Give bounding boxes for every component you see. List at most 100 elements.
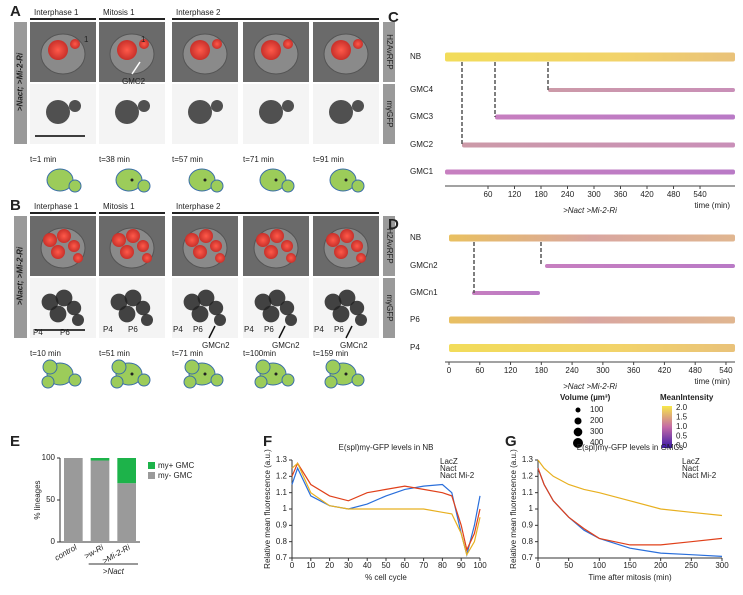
x-tick-label: 360 bbox=[614, 190, 628, 199]
annotation: 1 bbox=[84, 35, 89, 44]
y-tick-label: 0 bbox=[51, 537, 56, 546]
time-label: t=91 min bbox=[313, 155, 344, 164]
nucleus bbox=[215, 253, 225, 263]
panel-label: F bbox=[263, 433, 272, 450]
nucleus bbox=[117, 40, 137, 60]
nucleus bbox=[340, 229, 354, 243]
cartoon-dot bbox=[274, 178, 278, 182]
annotation: 1 bbox=[141, 35, 146, 44]
nucleus bbox=[73, 253, 83, 263]
gfp-blob bbox=[124, 289, 142, 307]
legend-label: 2.0 bbox=[676, 403, 688, 412]
gfp-blob bbox=[332, 305, 350, 323]
cartoon-cell bbox=[111, 359, 127, 375]
x-tick-label: 300 bbox=[596, 366, 610, 375]
cartoon-dot bbox=[344, 372, 348, 376]
legend-label: my+ GMC bbox=[158, 461, 194, 470]
row-label: GMC3 bbox=[410, 112, 434, 121]
x-axis-label: % cell cycle bbox=[365, 573, 407, 582]
y-tick-label: 0.8 bbox=[276, 537, 288, 546]
cartoon-dot bbox=[274, 372, 278, 376]
phase-label: Interphase 2 bbox=[176, 202, 221, 211]
cartoon-dot bbox=[344, 178, 348, 182]
y-tick-label: 1 bbox=[283, 504, 288, 513]
y-tick-label: 0.9 bbox=[276, 520, 288, 529]
y-tick-label: 0.7 bbox=[276, 553, 288, 562]
nucleus bbox=[264, 245, 278, 259]
side-bar bbox=[14, 22, 27, 144]
x-tick-label: 300 bbox=[715, 561, 729, 570]
time-label: t=51 min bbox=[99, 349, 130, 358]
panel-label: G bbox=[505, 433, 517, 450]
lineage-track bbox=[445, 52, 735, 62]
gfp-blob bbox=[214, 314, 226, 326]
x-tick-label: 240 bbox=[565, 366, 579, 375]
phase-label: Interphase 1 bbox=[34, 8, 79, 17]
panel-label: D bbox=[388, 216, 399, 233]
lineage-track bbox=[449, 344, 735, 352]
gfp-blob bbox=[349, 300, 365, 316]
channel-bar bbox=[383, 278, 395, 338]
row-label: P4 bbox=[410, 343, 420, 352]
nucleus bbox=[286, 253, 296, 263]
legend-label: 400 bbox=[590, 438, 604, 447]
legend-label: Nact Mi-2 bbox=[682, 471, 717, 480]
gfp-blob bbox=[46, 100, 70, 124]
gfp-blob bbox=[211, 100, 223, 112]
gfp-blob bbox=[338, 289, 356, 307]
gfp-blob bbox=[141, 314, 153, 326]
annotation: P6 bbox=[334, 325, 344, 334]
x-tick-label: 420 bbox=[640, 190, 654, 199]
x-axis-label: time (min) bbox=[694, 201, 730, 210]
nucleus bbox=[137, 240, 149, 252]
lineage-track bbox=[548, 88, 735, 92]
side-bar bbox=[14, 216, 27, 338]
gfp-blob bbox=[279, 300, 295, 316]
x-tick-label: 20 bbox=[325, 561, 334, 570]
gfp-blob bbox=[66, 300, 82, 316]
nucleus bbox=[139, 39, 149, 49]
legend-label: 0.5 bbox=[676, 432, 688, 441]
gfp-blob bbox=[69, 100, 81, 112]
nucleus bbox=[57, 229, 71, 243]
row-label: GMC1 bbox=[410, 167, 434, 176]
x-tick-label: 240 bbox=[561, 190, 575, 199]
cartoon-cell bbox=[324, 375, 338, 389]
y-tick-label: 1.3 bbox=[276, 455, 288, 464]
x-tick-label: 540 bbox=[719, 366, 733, 375]
legend-dot bbox=[573, 427, 583, 437]
genotype-label: >Nact >Mi-2-Ri bbox=[563, 382, 617, 391]
cartoon-cell bbox=[351, 179, 365, 193]
gfp-blob bbox=[188, 100, 212, 124]
x-tick-label: 40 bbox=[363, 561, 372, 570]
cartoon-cell bbox=[254, 375, 268, 389]
x-tick-label: 50 bbox=[564, 561, 573, 570]
nucleus bbox=[185, 233, 199, 247]
cartoon-dot bbox=[130, 178, 134, 182]
annotation: P4 bbox=[173, 325, 183, 334]
time-label: t=159 min bbox=[313, 349, 348, 358]
bar-segment bbox=[64, 458, 83, 542]
x-tick-label: 50 bbox=[382, 561, 391, 570]
lineage-track bbox=[462, 142, 735, 148]
cartoon-dot bbox=[203, 372, 207, 376]
nucleus bbox=[256, 233, 270, 247]
nucleus bbox=[112, 233, 126, 247]
group-label: >Nact bbox=[103, 567, 125, 576]
arrow bbox=[131, 61, 141, 75]
x-tick-label: 60 bbox=[400, 561, 409, 570]
annotation: P4 bbox=[314, 325, 324, 334]
genotype-label: >Nact >Mi-2-Ri bbox=[563, 206, 617, 215]
time-label: t=57 min bbox=[172, 155, 203, 164]
cartoon-cell bbox=[281, 179, 295, 193]
lineage-track bbox=[545, 264, 735, 268]
y-tick-label: 0.8 bbox=[522, 537, 534, 546]
cartoon-cell bbox=[210, 179, 224, 193]
nucleus bbox=[70, 39, 80, 49]
legend-swatch bbox=[148, 462, 155, 469]
x-tick-label: 30 bbox=[344, 561, 353, 570]
x-tick-label: 300 bbox=[587, 190, 601, 199]
nucleus bbox=[351, 240, 363, 252]
legend-title: MeanIntensity bbox=[660, 393, 714, 402]
annotation: GMCn2 bbox=[340, 341, 368, 350]
